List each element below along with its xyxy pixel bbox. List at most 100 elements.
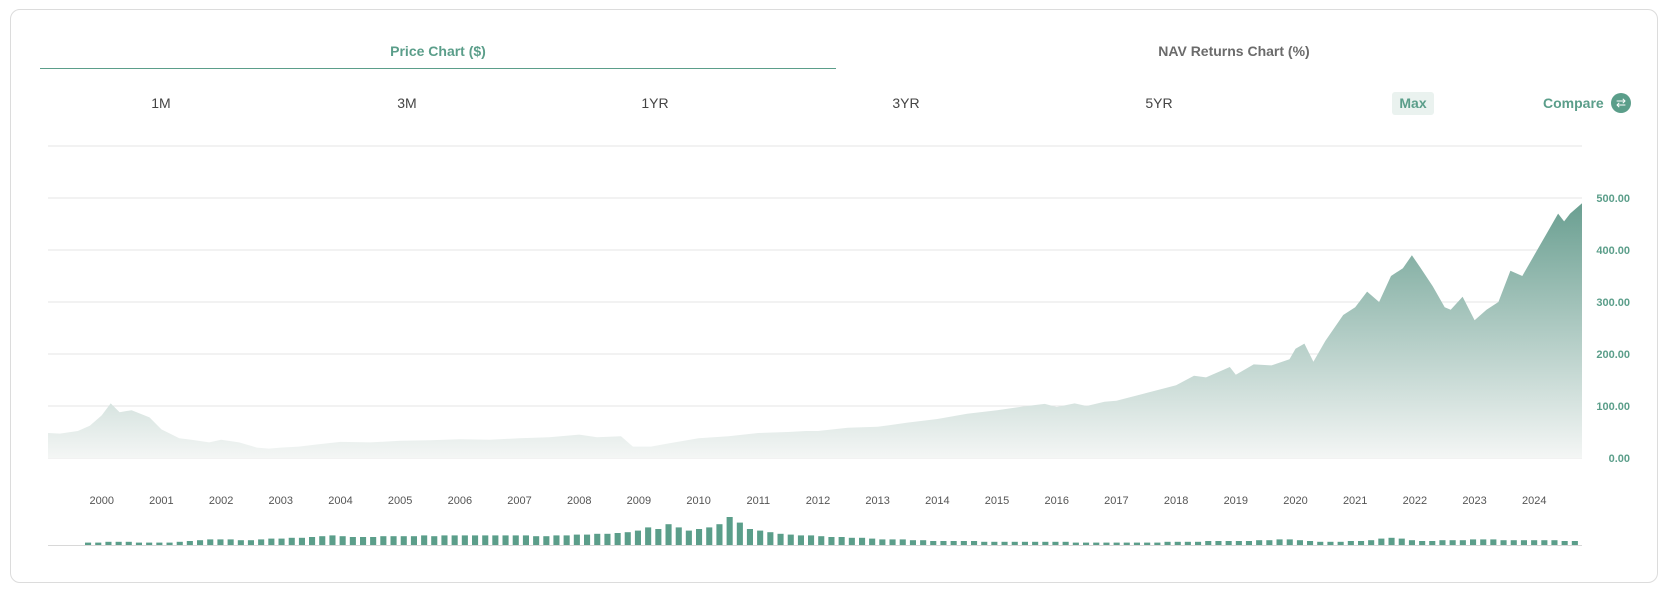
range-1yr-button[interactable]: 1YR: [641, 95, 669, 111]
volume-bar: [95, 542, 102, 545]
volume-bar: [950, 541, 957, 545]
volume-bar: [665, 524, 672, 545]
x-tick-label: 2016: [1044, 495, 1068, 507]
volume-bar: [1327, 541, 1334, 545]
volume-bar: [329, 535, 336, 545]
volume-bar: [1072, 542, 1079, 545]
volume-bar: [655, 529, 662, 545]
volume-bar: [1561, 541, 1568, 545]
volume-bar: [1296, 540, 1303, 545]
volume-bar: [533, 536, 540, 545]
volume-bar: [115, 541, 122, 545]
range-1m-button[interactable]: 1M: [151, 95, 171, 111]
y-tick-label: 0.00: [1609, 453, 1630, 465]
volume-bar: [1225, 541, 1232, 545]
volume-bar: [777, 533, 784, 545]
volume-bar: [787, 534, 794, 545]
volume-bar: [1531, 540, 1538, 545]
volume-bar: [553, 535, 560, 545]
volume-bar: [685, 530, 692, 545]
volume-bar: [818, 536, 825, 545]
volume-bar: [1215, 541, 1222, 545]
volume-bar: [1510, 540, 1517, 545]
range-3m-button[interactable]: 3M: [397, 95, 417, 111]
x-tick-label: 2001: [149, 495, 173, 507]
volume-bar: [991, 541, 998, 545]
volume-bar: [879, 539, 886, 545]
volume-bar: [848, 537, 855, 545]
x-tick-label: 2006: [448, 495, 472, 507]
range-3yr-button[interactable]: 3YR: [892, 95, 920, 111]
volume-bar: [1347, 541, 1354, 545]
volume-bar: [1021, 541, 1028, 545]
volume-bar: [1378, 538, 1385, 545]
volume-bar: [186, 541, 193, 545]
tab-price-chart[interactable]: Price Chart ($): [390, 43, 486, 59]
volume-bar: [645, 527, 652, 545]
volume-bar: [869, 538, 876, 545]
volume-bar: [472, 535, 479, 545]
x-tick-label: 2005: [388, 495, 412, 507]
volume-bar: [1154, 542, 1161, 545]
volume-bar: [1520, 540, 1527, 545]
range-max-button[interactable]: Max: [1392, 92, 1434, 115]
volume-bar: [1490, 539, 1497, 545]
volume-bar: [298, 537, 305, 545]
volume-bar: [1551, 540, 1558, 545]
volume-bar: [309, 537, 316, 545]
y-tick-label: 500.00: [1596, 193, 1630, 205]
volume-bar: [746, 529, 753, 545]
x-tick-label: 2008: [567, 495, 591, 507]
tab-nav-returns-chart[interactable]: NAV Returns Chart (%): [1158, 43, 1310, 59]
volume-bar: [156, 542, 163, 545]
volume-bar: [584, 534, 591, 545]
volume-bar: [909, 540, 916, 545]
volume-bar: [1398, 538, 1405, 545]
x-tick-label: 2009: [627, 495, 651, 507]
x-tick-label: 2017: [1104, 495, 1128, 507]
volume-bar: [370, 537, 377, 545]
volume-bar: [1062, 541, 1069, 545]
volume-bar: [85, 542, 92, 545]
volume-bar: [1408, 540, 1415, 545]
y-tick-label: 400.00: [1596, 245, 1630, 257]
volume-bar: [227, 539, 234, 545]
volume-bar: [757, 530, 764, 545]
x-tick-label: 2019: [1224, 495, 1248, 507]
volume-bar: [838, 537, 845, 545]
volume-bar: [166, 542, 173, 545]
volume-bar: [207, 539, 214, 545]
x-tick-label: 2020: [1283, 495, 1307, 507]
volume-bar: [1195, 541, 1202, 545]
y-tick-label: 100.00: [1596, 401, 1630, 413]
volume-bar: [736, 522, 743, 545]
x-tick-label: 2022: [1403, 495, 1427, 507]
x-tick-label: 2014: [925, 495, 949, 507]
volume-bar: [1133, 542, 1140, 545]
y-tick-label: 200.00: [1596, 349, 1630, 361]
volume-bar: [1571, 541, 1578, 545]
volume-bar: [1113, 542, 1120, 545]
volume-bar: [146, 542, 153, 545]
volume-bar: [675, 527, 682, 545]
volume-bar: [940, 541, 947, 545]
x-tick-label: 2007: [507, 495, 531, 507]
swap-arrows-icon[interactable]: ⇄: [1611, 93, 1631, 113]
volume-bar: [135, 542, 142, 545]
volume-bar: [1286, 539, 1293, 545]
volume-bar: [1001, 541, 1008, 545]
volume-bar: [1368, 540, 1375, 545]
volume-bar: [1256, 540, 1263, 545]
compare-button[interactable]: Compare: [1543, 95, 1604, 111]
volume-bar: [278, 538, 285, 545]
volume-bar: [859, 537, 866, 545]
volume-bar: [125, 541, 132, 545]
range-5yr-button[interactable]: 5YR: [1145, 95, 1173, 111]
volume-bar: [1358, 541, 1365, 545]
volume-bar: [1032, 541, 1039, 545]
volume-bar: [1123, 542, 1130, 545]
x-tick-label: 2012: [806, 495, 830, 507]
volume-bar: [1439, 540, 1446, 545]
volume-bar: [522, 535, 529, 545]
